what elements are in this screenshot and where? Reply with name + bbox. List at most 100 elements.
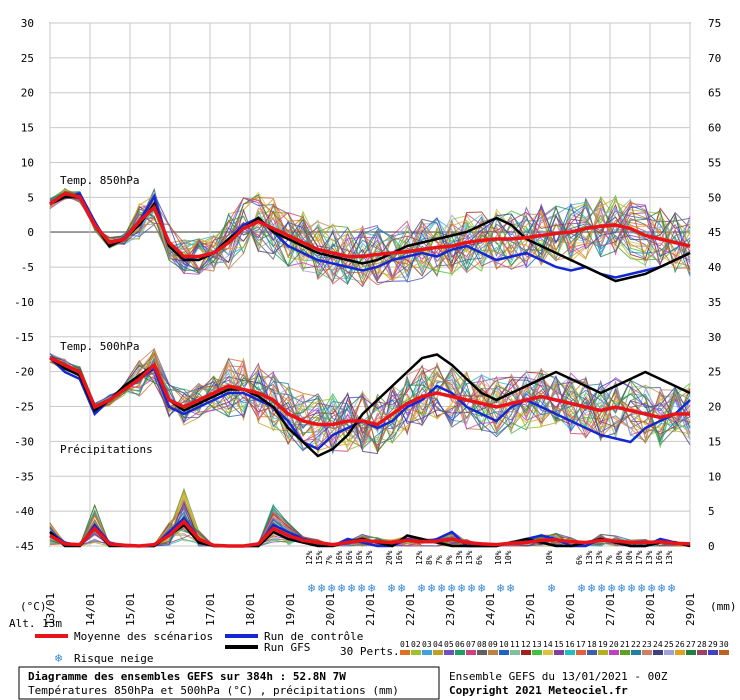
t850-panel-label: Temp. 850hPa	[60, 174, 139, 187]
ensemble-t850-line	[49, 193, 691, 282]
pert-swatch	[510, 650, 520, 655]
snow-flake-icon: ❄	[417, 582, 426, 595]
perts-label: 30 Perts.	[340, 645, 400, 658]
left-tick-label: -30	[14, 435, 34, 448]
pert-swatch	[675, 650, 685, 655]
snow-risk-percent: 10%	[615, 550, 624, 565]
snow-risk-percent: 13%	[595, 550, 604, 565]
snow-risk-percent: 16%	[355, 550, 364, 565]
pert-swatch	[686, 650, 696, 655]
snow-flake-icon: ❄	[667, 582, 676, 595]
snow-risk-percent: 16%	[395, 550, 404, 565]
pert-swatch	[499, 650, 509, 655]
pert-swatch	[576, 650, 586, 655]
snow-risk-percent: 12%	[415, 550, 424, 565]
pert-swatch	[587, 650, 597, 655]
left-tick-label: -25	[14, 401, 34, 414]
pert-number: 05	[444, 640, 454, 649]
snow-risk-percent: 15%	[315, 550, 324, 565]
x-date-label: 20/01	[324, 593, 337, 626]
pert-swatch	[433, 650, 443, 655]
altitude-label: Alt. 13m	[9, 617, 62, 630]
x-date-label: 16/01	[164, 593, 177, 626]
left-tick-label: -20	[14, 366, 34, 379]
footer-copyright: Copyright 2021 Meteociel.fr	[449, 684, 628, 697]
x-date-label: 13/01	[44, 593, 57, 626]
snow-risk-percent: 6%	[475, 555, 484, 565]
pert-number: 22	[631, 640, 641, 649]
left-tick-label: -15	[14, 331, 34, 344]
pert-number: 04	[433, 640, 443, 649]
pert-swatch	[719, 650, 729, 655]
snow-flake-icon: ❄	[327, 582, 336, 595]
left-tick-label: -10	[14, 296, 34, 309]
pert-number: 03	[422, 640, 432, 649]
x-date-label: 21/01	[364, 593, 377, 626]
pert-swatch	[466, 650, 476, 655]
snow-risk-percent: 7%	[435, 555, 444, 565]
left-tick-label: -35	[14, 470, 34, 483]
snow-flake-icon: ❄	[317, 582, 326, 595]
right-tick-label: 5	[708, 505, 715, 518]
right-tick-label: 40	[708, 261, 721, 274]
snow-flake-icon: ❄	[307, 582, 316, 595]
pert-number: 15	[554, 640, 564, 649]
x-date-label: 14/01	[84, 593, 97, 626]
pert-number: 20	[609, 640, 619, 649]
snow-risk-percent: 13%	[585, 550, 594, 565]
snow-risk-percent: 16%	[655, 550, 664, 565]
pert-swatch	[653, 650, 663, 655]
right-tick-label: 55	[708, 156, 721, 169]
x-date-label: 17/01	[204, 593, 217, 626]
left-tick-label: 15	[21, 122, 34, 135]
pert-number: 11	[510, 640, 520, 649]
t500-panel-label: Temp. 500hPa	[60, 340, 139, 353]
left-tick-label: 20	[21, 87, 34, 100]
pert-number: 07	[466, 640, 476, 649]
right-tick-label: 15	[708, 435, 721, 448]
snow-flake-icon: ❄	[637, 582, 646, 595]
snow-flake-icon: ❄	[397, 582, 406, 595]
x-date-label: 29/01	[684, 593, 697, 626]
x-date-label: 15/01	[124, 593, 137, 626]
pert-number: 29	[708, 640, 718, 649]
right-unit-label: (mm)	[710, 600, 737, 613]
right-tick-label: 45	[708, 226, 721, 239]
snow-flake-icon: ❄	[496, 582, 505, 595]
pert-number: 30	[719, 640, 729, 649]
snow-risk-percent: 6%	[575, 555, 584, 565]
x-date-label: 25/01	[524, 593, 537, 626]
left-tick-label: 5	[27, 191, 34, 204]
pert-swatch	[411, 650, 421, 655]
ensemble-t500-line	[49, 355, 691, 455]
footer-subtitle: Températures 850hPa et 500hPa (°C) , pré…	[28, 684, 399, 697]
pert-number: 10	[499, 640, 509, 649]
pert-number: 21	[620, 640, 630, 649]
pert-swatch	[400, 650, 410, 655]
pert-number: 19	[598, 640, 608, 649]
pert-number: 13	[532, 640, 542, 649]
pert-swatch	[554, 650, 564, 655]
snow-risk-percent: 13%	[465, 550, 474, 565]
footer-title-box	[18, 666, 440, 700]
left-tick-label: 25	[21, 52, 34, 65]
snow-flake-icon: ❄	[647, 582, 656, 595]
x-date-label: 26/01	[564, 593, 577, 626]
x-date-label: 19/01	[284, 593, 297, 626]
snow-flake-icon: ❄	[477, 582, 486, 595]
precip-panel-label: Précipitations	[60, 443, 153, 456]
snow-risk-percent: 17%	[635, 550, 644, 565]
right-tick-label: 70	[708, 52, 721, 65]
pert-swatch	[488, 650, 498, 655]
snow-flake-icon: ❄	[547, 582, 556, 595]
left-tick-label: -40	[14, 505, 34, 518]
snow-flake-icon: ❄	[577, 582, 586, 595]
snow-flake-icon: ❄	[347, 582, 356, 595]
pert-number: 09	[488, 640, 498, 649]
snow-risk-percent: 8%	[425, 555, 434, 565]
snow-risk-percent: 10%	[504, 550, 513, 565]
snow-risk-percent: 12%	[305, 550, 314, 565]
snow-risk-percent: 13%	[665, 550, 674, 565]
snow-flake-icon: ❄	[607, 582, 616, 595]
